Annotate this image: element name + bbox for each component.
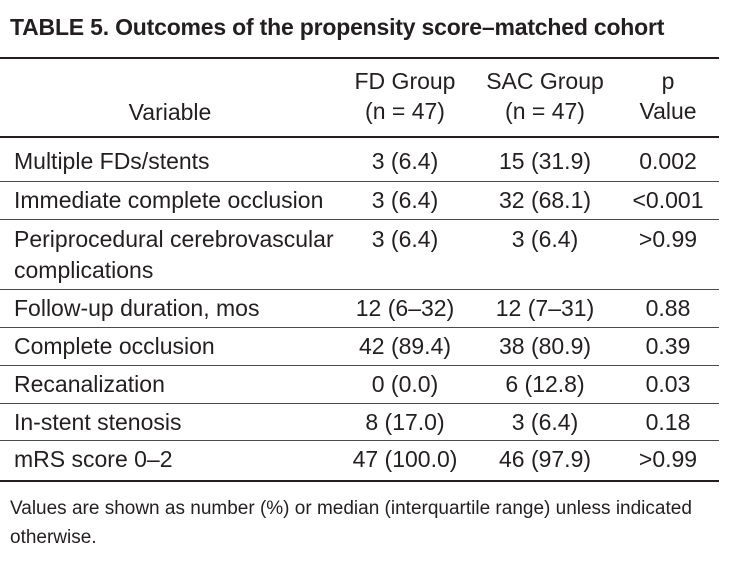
row-8-fd: 47 (100.0) xyxy=(352,446,458,472)
row-divider xyxy=(0,219,719,220)
row-4-variable: Follow-up duration, mos xyxy=(14,295,260,321)
row-5-sac: 38 (80.9) xyxy=(498,333,592,359)
row-5-variable: Complete occlusion xyxy=(14,333,215,359)
header-fd-group: FD Group (n = 47) xyxy=(340,66,470,126)
row-2-p: <0.001 xyxy=(632,187,704,213)
table-footnote: Values are shown as number (%) or median… xyxy=(10,498,692,548)
row-3-variable: Periprocedural cerebrovascular xyxy=(14,226,334,252)
header-fd-line2: (n = 47) xyxy=(365,98,445,124)
header-sac-group: SAC Group (n = 47) xyxy=(482,66,608,126)
row-7-sac: 3 (6.4) xyxy=(511,409,579,435)
table-title: TABLE 5. Outcomes of the propensity scor… xyxy=(10,14,665,40)
row-4-fd: 12 (6–32) xyxy=(355,295,455,321)
row-6-fd: 0 (0.0) xyxy=(371,371,439,397)
table-top-rule xyxy=(0,57,719,59)
header-p-value: p Value xyxy=(620,66,716,126)
row-8-sac: 46 (97.9) xyxy=(498,446,592,472)
header-p-line2: Value xyxy=(639,98,697,124)
row-6-variable: Recanalization xyxy=(14,371,165,397)
row-1-p: 0.002 xyxy=(639,148,697,174)
row-5-fd: 42 (89.4) xyxy=(358,333,452,359)
header-variable: Variable xyxy=(128,99,212,125)
row-6-p: 0.03 xyxy=(645,371,691,397)
row-8-p: >0.99 xyxy=(638,446,698,472)
row-2-fd: 3 (6.4) xyxy=(371,187,439,213)
header-sac-line1: SAC Group xyxy=(486,68,604,94)
table-bottom-rule xyxy=(0,480,719,482)
row-4-p: 0.88 xyxy=(645,295,691,321)
row-1-fd: 3 (6.4) xyxy=(371,148,439,174)
row-3-sac: 3 (6.4) xyxy=(511,226,579,252)
row-divider xyxy=(0,289,719,290)
row-4-sac: 12 (7–31) xyxy=(495,295,595,321)
row-3-variable-line2: complications xyxy=(14,257,154,283)
header-fd-line1: FD Group xyxy=(354,68,456,94)
row-7-p: 0.18 xyxy=(645,409,691,435)
row-6-sac: 6 (12.8) xyxy=(505,371,585,397)
row-2-sac: 32 (68.1) xyxy=(498,187,592,213)
header-rule xyxy=(0,136,719,138)
row-7-fd: 8 (17.0) xyxy=(365,409,445,435)
row-divider xyxy=(0,327,719,328)
row-divider xyxy=(0,403,719,404)
row-3-fd: 3 (6.4) xyxy=(371,226,439,252)
header-p-line1: p xyxy=(661,68,675,94)
row-1-sac: 15 (31.9) xyxy=(498,148,592,174)
row-8-variable: mRS score 0–2 xyxy=(14,446,173,472)
row-divider xyxy=(0,181,719,182)
row-7-variable: In-stent stenosis xyxy=(14,409,182,435)
row-divider xyxy=(0,365,719,366)
row-divider xyxy=(0,440,719,441)
row-2-variable: Immediate complete occlusion xyxy=(14,187,324,213)
header-sac-line2: (n = 47) xyxy=(505,98,585,124)
row-3-p: >0.99 xyxy=(638,226,698,252)
row-5-p: 0.39 xyxy=(645,333,691,359)
row-1-variable: Multiple FDs/stents xyxy=(14,148,210,174)
